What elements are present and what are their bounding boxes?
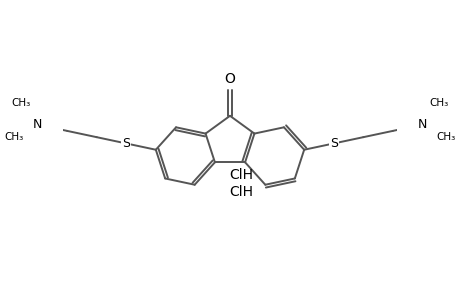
Text: N: N — [417, 118, 426, 131]
Text: ClH: ClH — [229, 168, 252, 182]
Text: ClH: ClH — [229, 185, 252, 200]
Text: O: O — [224, 72, 235, 86]
Text: CH₃: CH₃ — [4, 132, 23, 142]
Text: S: S — [329, 137, 337, 150]
Text: N: N — [33, 118, 42, 131]
Text: CH₃: CH₃ — [11, 98, 30, 108]
Text: CH₃: CH₃ — [436, 132, 455, 142]
Text: S: S — [122, 137, 130, 150]
Text: CH₃: CH₃ — [429, 98, 448, 108]
